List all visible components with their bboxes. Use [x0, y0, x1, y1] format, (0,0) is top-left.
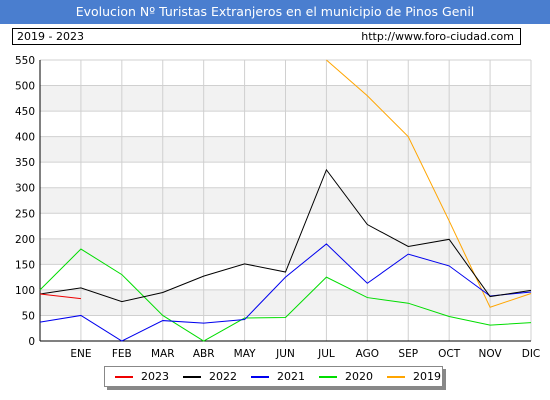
legend-swatch	[319, 376, 337, 378]
source-url: http://www.foro-ciudad.com	[361, 30, 514, 43]
series-line-2022	[39, 168, 532, 303]
x-tick-label: ABR	[193, 348, 215, 360]
legend-label: 2023	[141, 370, 169, 383]
y-tick-label: 450	[15, 106, 35, 118]
series-line-2019	[326, 59, 532, 308]
legend-swatch	[115, 376, 133, 378]
info-box: 2019 - 2023 http://www.foro-ciudad.com	[12, 28, 521, 45]
y-tick-label: 300	[15, 183, 35, 195]
x-tick-label: ENE	[70, 348, 91, 360]
x-tick-label: JUL	[317, 348, 335, 360]
series-line-2023	[39, 293, 81, 300]
year-range: 2019 - 2023	[17, 30, 84, 43]
x-tick-label: SEP	[398, 348, 418, 360]
legend-label: 2020	[345, 370, 373, 383]
legend-label: 2019	[413, 370, 441, 383]
y-tick-label: 400	[15, 132, 35, 144]
legend-swatch	[183, 376, 201, 378]
x-tick-label: DIC	[522, 348, 541, 360]
x-tick-label: MAR	[151, 348, 175, 360]
y-tick-label: 150	[15, 259, 35, 271]
y-tick-label: 550	[15, 55, 35, 67]
y-tick-label: 50	[22, 310, 35, 322]
x-tick-label: OCT	[438, 348, 461, 360]
legend-swatch	[251, 376, 269, 378]
legend-label: 2021	[277, 370, 305, 383]
series-line-2021	[39, 243, 532, 342]
x-tick-label: MAY	[234, 348, 256, 360]
legend: 2023 2022 2021 2020 2019	[104, 366, 443, 387]
legend-label: 2022	[209, 370, 237, 383]
x-tick-label: AGO	[356, 348, 379, 360]
x-tick-label: NOV	[479, 348, 503, 360]
y-tick-label: 500	[15, 81, 35, 93]
y-tick-label: 100	[15, 285, 35, 297]
x-tick-label: FEB	[112, 348, 132, 360]
y-tick-label: 0	[28, 336, 35, 348]
x-tick-label: JUN	[275, 348, 295, 360]
y-tick-label: 350	[15, 157, 35, 169]
series-line-2020	[39, 248, 532, 342]
y-tick-label: 250	[15, 208, 35, 220]
chart-title: Evolucion Nº Turistas Extranjeros en el …	[0, 0, 550, 24]
y-tick-label: 200	[15, 234, 35, 246]
legend-swatch	[387, 376, 405, 378]
